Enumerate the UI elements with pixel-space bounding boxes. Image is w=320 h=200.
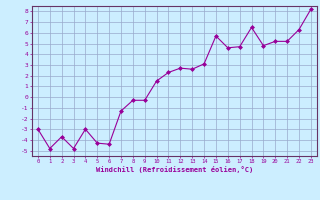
X-axis label: Windchill (Refroidissement éolien,°C): Windchill (Refroidissement éolien,°C) xyxy=(96,166,253,173)
